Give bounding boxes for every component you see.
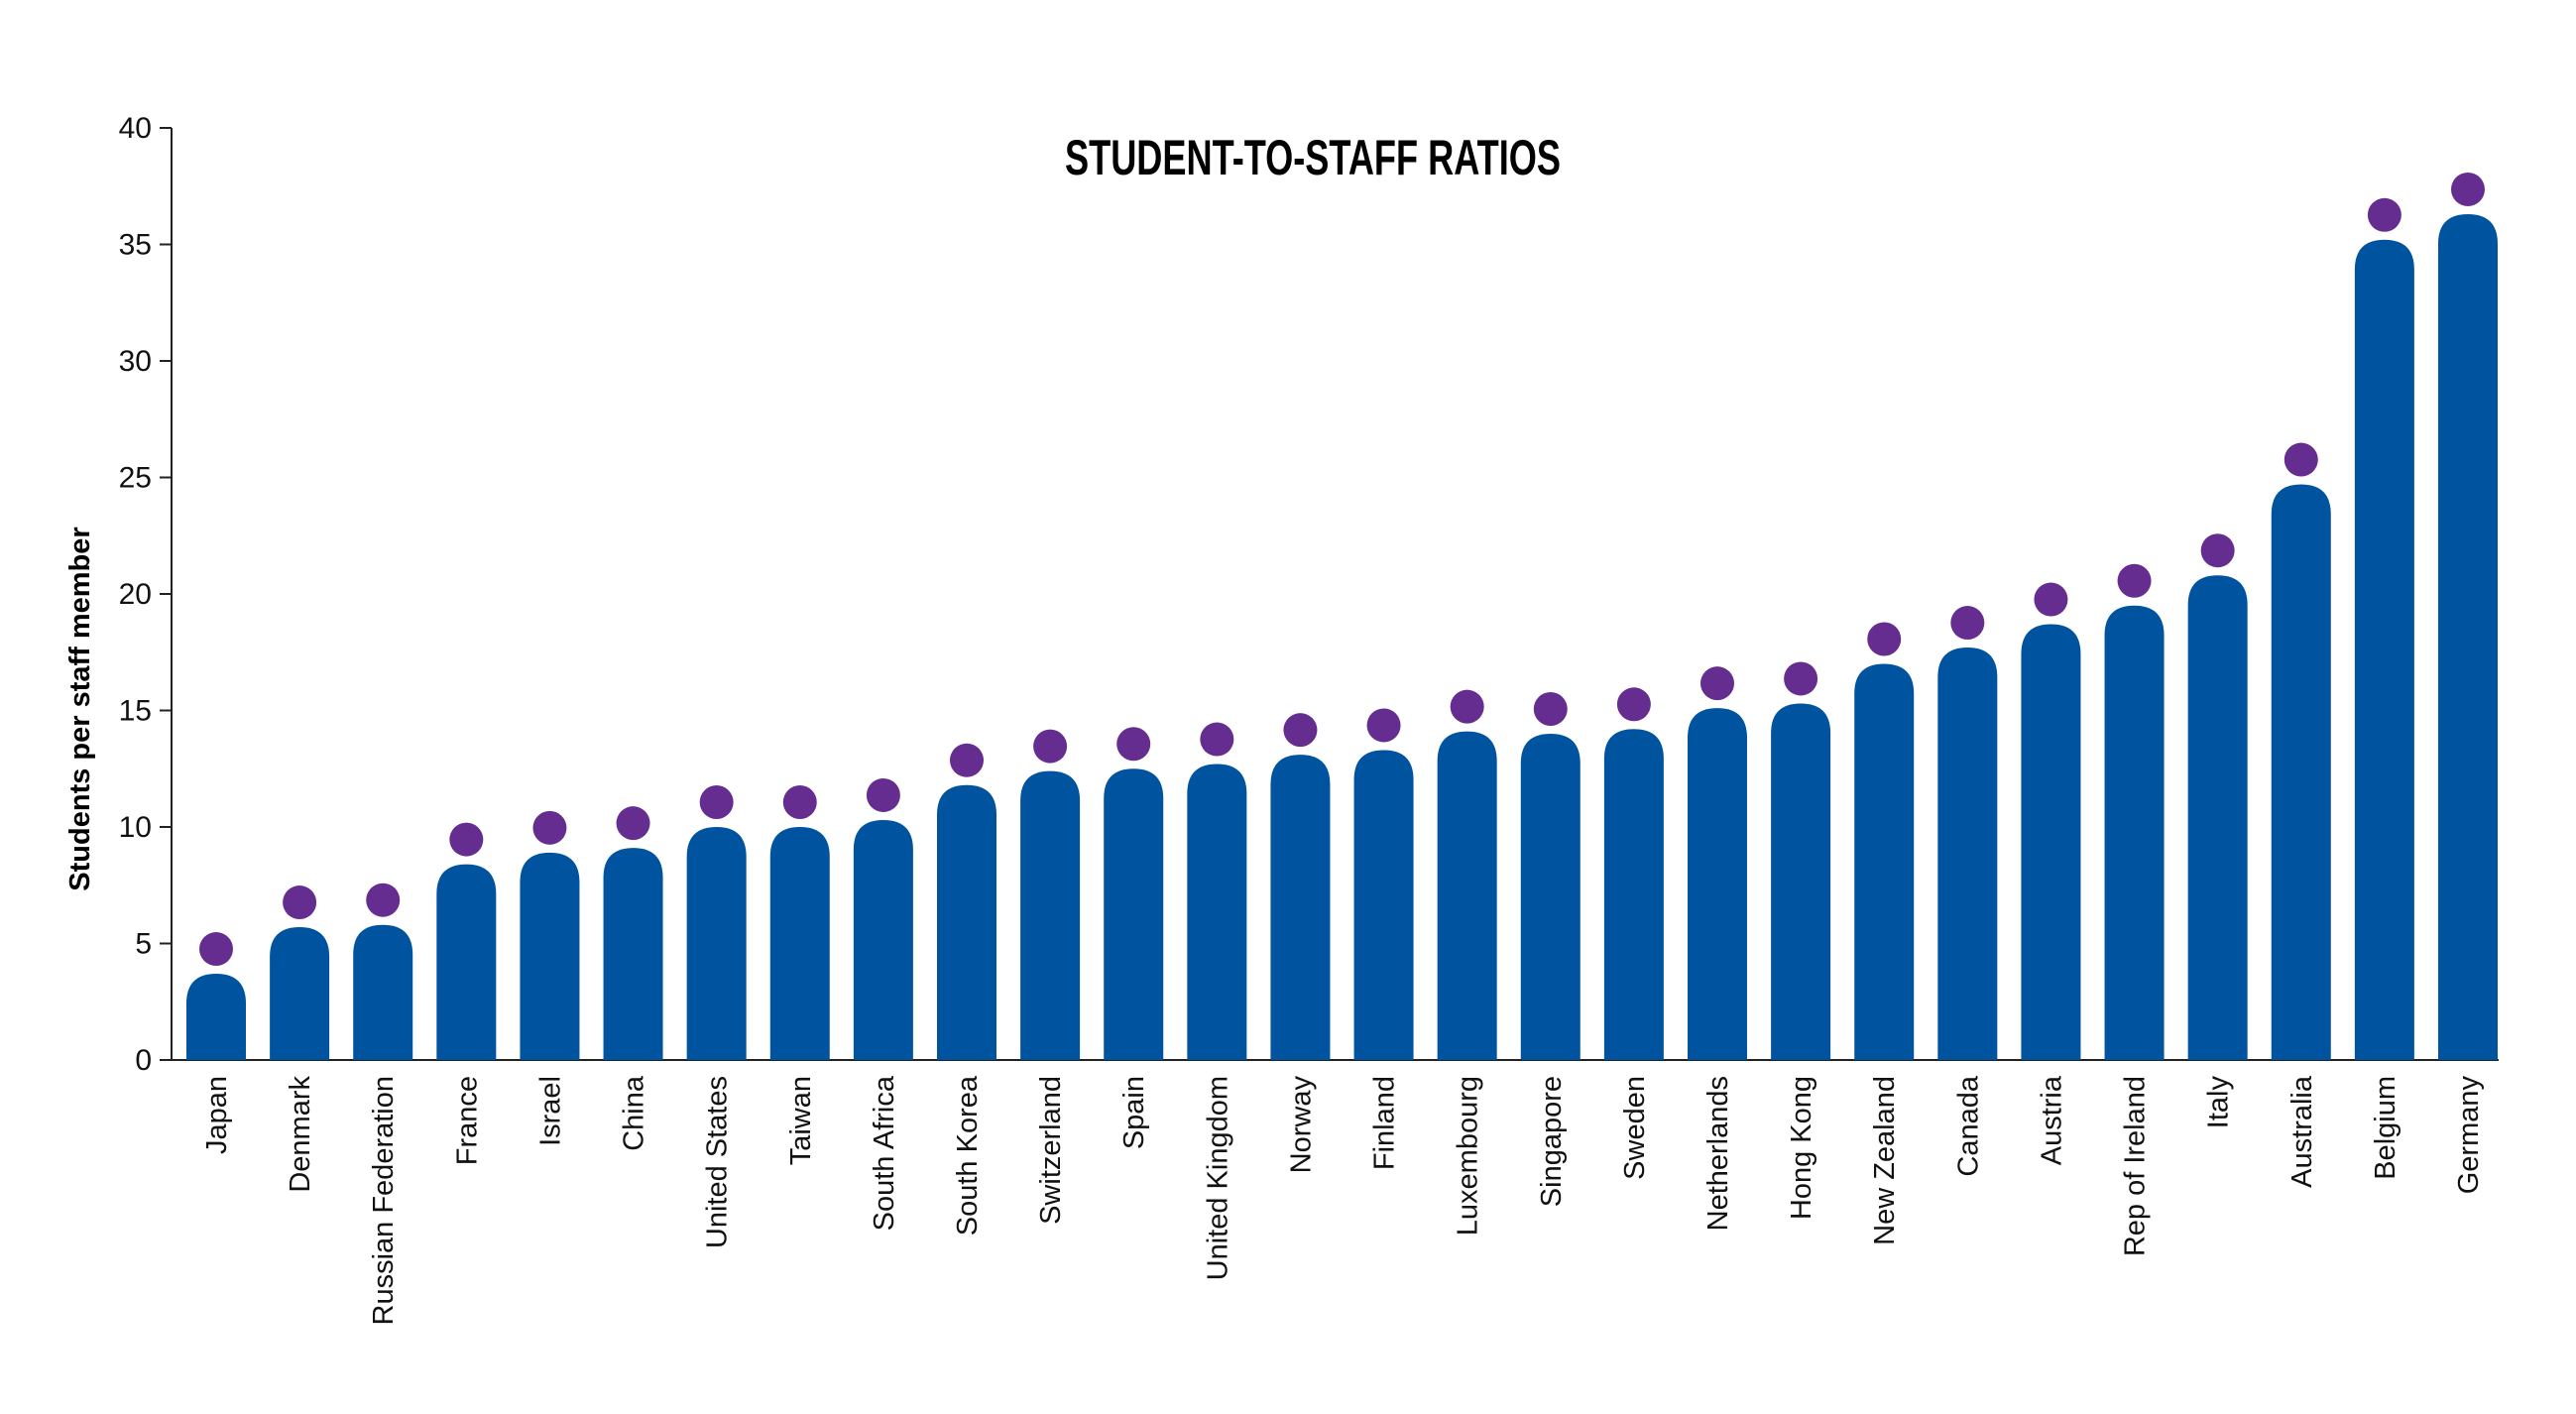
bar-finland: [1353, 750, 1414, 1060]
person-head-dot: [1116, 727, 1151, 762]
y-tick-label: 35: [119, 229, 152, 262]
y-tick-label: 15: [119, 695, 152, 728]
x-tick-label: Russian Federation: [368, 1076, 400, 1325]
x-tick-label: China: [619, 1075, 650, 1151]
person-head-dot: [1533, 692, 1568, 726]
person-head-dot: [2117, 563, 2152, 598]
person-head-dot: [1283, 713, 1318, 748]
bar-germany: [2438, 213, 2498, 1060]
bar-rep-of-ireland: [2104, 605, 2165, 1060]
bar-taiwan: [769, 827, 830, 1060]
x-tick-label: Hong Kong: [1786, 1076, 1817, 1220]
person-head-dot: [950, 743, 984, 777]
chart-marks: Japan Denmark Russian Federation France Isra…: [186, 172, 2498, 1325]
bar-russian-federation: [353, 924, 413, 1060]
bar-singapore: [1520, 734, 1581, 1060]
bar-belgium: [2354, 239, 2414, 1061]
bar-norway: [1270, 755, 1331, 1060]
person-head-dot: [1033, 729, 1068, 764]
y-tick-label: 0: [135, 1044, 152, 1077]
x-tick-label: Italy: [2203, 1076, 2235, 1129]
x-tick-label: Luxembourg: [1453, 1076, 1484, 1236]
x-tick-label: Rep of Ireland: [2120, 1076, 2152, 1256]
x-tick-label: Singapore: [1536, 1076, 1568, 1207]
person-head-dot: [866, 777, 900, 812]
y-tick-label: 25: [119, 462, 152, 495]
x-tick-label: Denmark: [285, 1076, 316, 1193]
y-axis-label: Students per staff member: [64, 527, 96, 890]
x-tick-label: Norway: [1285, 1076, 1317, 1174]
person-head-dot: [1450, 689, 1484, 724]
person-head-dot: [1950, 606, 1985, 641]
bar-south-korea: [937, 784, 996, 1060]
x-tick-label: Switzerland: [1035, 1076, 1067, 1225]
bar-hong-kong: [1771, 703, 1831, 1060]
person-head-dot: [2034, 582, 2068, 617]
x-tick-label: Netherlands: [1702, 1076, 1734, 1231]
person-head-dot: [449, 822, 484, 857]
bar-australia: [2271, 484, 2331, 1060]
y-tick-label: 20: [119, 578, 152, 611]
chart-title: STUDENT-TO-STAFF RATIOS: [1065, 130, 1561, 185]
bar-south-africa: [853, 819, 913, 1060]
x-tick-label: New Zealand: [1869, 1076, 1901, 1245]
person-head-dot: [782, 785, 817, 819]
person-head-dot: [366, 883, 401, 917]
x-tick-label: Canada: [1952, 1075, 1984, 1176]
y-tick-label: 10: [119, 811, 152, 844]
person-head-dot: [199, 932, 233, 967]
x-tick-label: Israel: [534, 1076, 566, 1146]
y-tick-label: 5: [135, 928, 152, 961]
bar-italy: [2187, 575, 2248, 1060]
person-head-dot: [616, 806, 650, 841]
x-tick-label: France: [451, 1076, 483, 1165]
bar-canada: [1937, 648, 1998, 1060]
person-head-dot: [1616, 687, 1651, 722]
person-head-dot: [1366, 708, 1401, 743]
person-head-dot: [1700, 666, 1734, 701]
bar-luxembourg: [1437, 731, 1497, 1060]
person-head-dot: [699, 785, 734, 819]
x-tick-label: Austria: [2036, 1075, 2067, 1165]
bar-japan: [186, 974, 246, 1060]
bar-netherlands: [1688, 708, 1747, 1060]
bar-austria: [2021, 624, 2081, 1060]
bar-united-states: [686, 827, 747, 1060]
bar-denmark: [270, 927, 330, 1060]
person-head-dot: [1867, 622, 1902, 656]
person-head-dot: [283, 885, 317, 920]
y-tick-label: 30: [119, 345, 152, 378]
person-head-dot: [1784, 661, 1818, 696]
person-head-dot: [2367, 197, 2401, 232]
y-tick-label: 40: [119, 112, 152, 145]
bar-israel: [520, 852, 580, 1060]
x-tick-label: Sweden: [1619, 1076, 1651, 1180]
x-tick-label: Japan: [201, 1076, 233, 1154]
x-tick-label: Finland: [1369, 1076, 1401, 1170]
x-tick-label: Taiwan: [785, 1076, 817, 1165]
x-tick-label: Australia: [2286, 1075, 2318, 1188]
x-tick-label: South Africa: [869, 1075, 900, 1231]
person-head-dot: [2200, 533, 2235, 568]
bar-united-kingdom: [1187, 764, 1247, 1060]
bar-new-zealand: [1854, 663, 1915, 1060]
person-head-dot: [532, 810, 567, 845]
bar-switzerland: [1020, 770, 1081, 1060]
x-tick-label: Germany: [2453, 1076, 2485, 1195]
x-tick-label: United States: [702, 1076, 734, 1248]
bar-china: [603, 848, 663, 1060]
bar-france: [436, 864, 497, 1060]
x-tick-label: Spain: [1118, 1076, 1150, 1149]
bar-spain: [1104, 768, 1164, 1060]
person-head-dot: [2283, 442, 2318, 477]
x-tick-label: South Korea: [952, 1075, 984, 1236]
x-tick-label: Belgium: [2370, 1076, 2401, 1180]
person-head-dot: [2451, 172, 2485, 206]
bar-sweden: [1603, 729, 1664, 1060]
x-tick-label: United Kingdom: [1202, 1076, 1233, 1280]
person-head-dot: [1200, 722, 1234, 757]
